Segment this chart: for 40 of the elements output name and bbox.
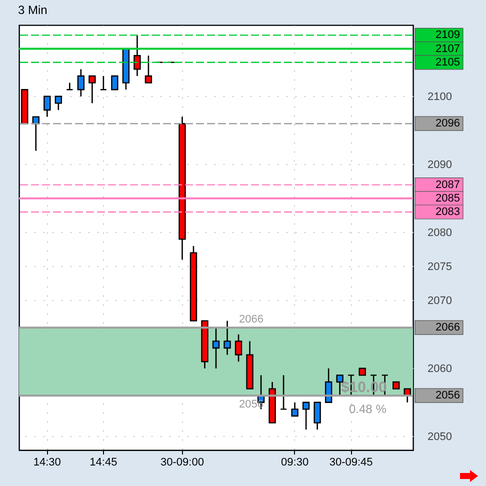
x-tick-label: 14:30 [33,456,61,468]
x-tick-label: 30-09:00 [160,456,204,468]
chart-title: 3 Min [18,3,48,17]
candlestick [134,34,141,77]
ref-line-label: 2066 [436,322,460,334]
candlestick [54,96,62,111]
y-tick-label: 2080 [428,226,452,239]
candlestick [66,82,74,90]
candlestick [111,75,118,90]
candlestick [100,75,108,90]
candlestick [291,402,298,417]
candlestick [280,374,288,410]
ref-line-label: 2105 [436,56,460,68]
candlestick [144,54,152,84]
ref-line-label: 2085 [436,192,460,204]
candlestick [77,68,85,98]
ref-line-label: 2087 [436,178,460,191]
candlestick [224,320,231,356]
candlestick [44,96,51,118]
y-tick-label: 2075 [428,260,452,273]
y-tick-label: 2070 [428,294,452,307]
ref-line-label: 2056 [436,390,460,402]
annotation: 0.48 % [349,402,387,416]
ref-line-label: 2109 [436,29,460,42]
x-tick-label: 14:45 [90,456,118,468]
y-tick-label: 2060 [428,362,452,375]
y-tick-label: 2050 [428,430,452,443]
candlestick [88,75,96,104]
x-tick-label: 09:30 [281,456,309,468]
x-tick-label: 30-09:45 [329,456,373,468]
candlestick [302,402,310,430]
candlestick [212,326,220,370]
ref-line-label: 2107 [436,42,460,55]
candlestick [314,402,321,430]
ref-line-label: 2096 [436,118,460,130]
y-tick-label: 2100 [428,90,452,103]
ref-line-label: 2083 [436,206,460,218]
candlestick [234,334,242,362]
y-tick-label: 2090 [428,158,452,171]
annotation: 2066 [239,314,264,326]
